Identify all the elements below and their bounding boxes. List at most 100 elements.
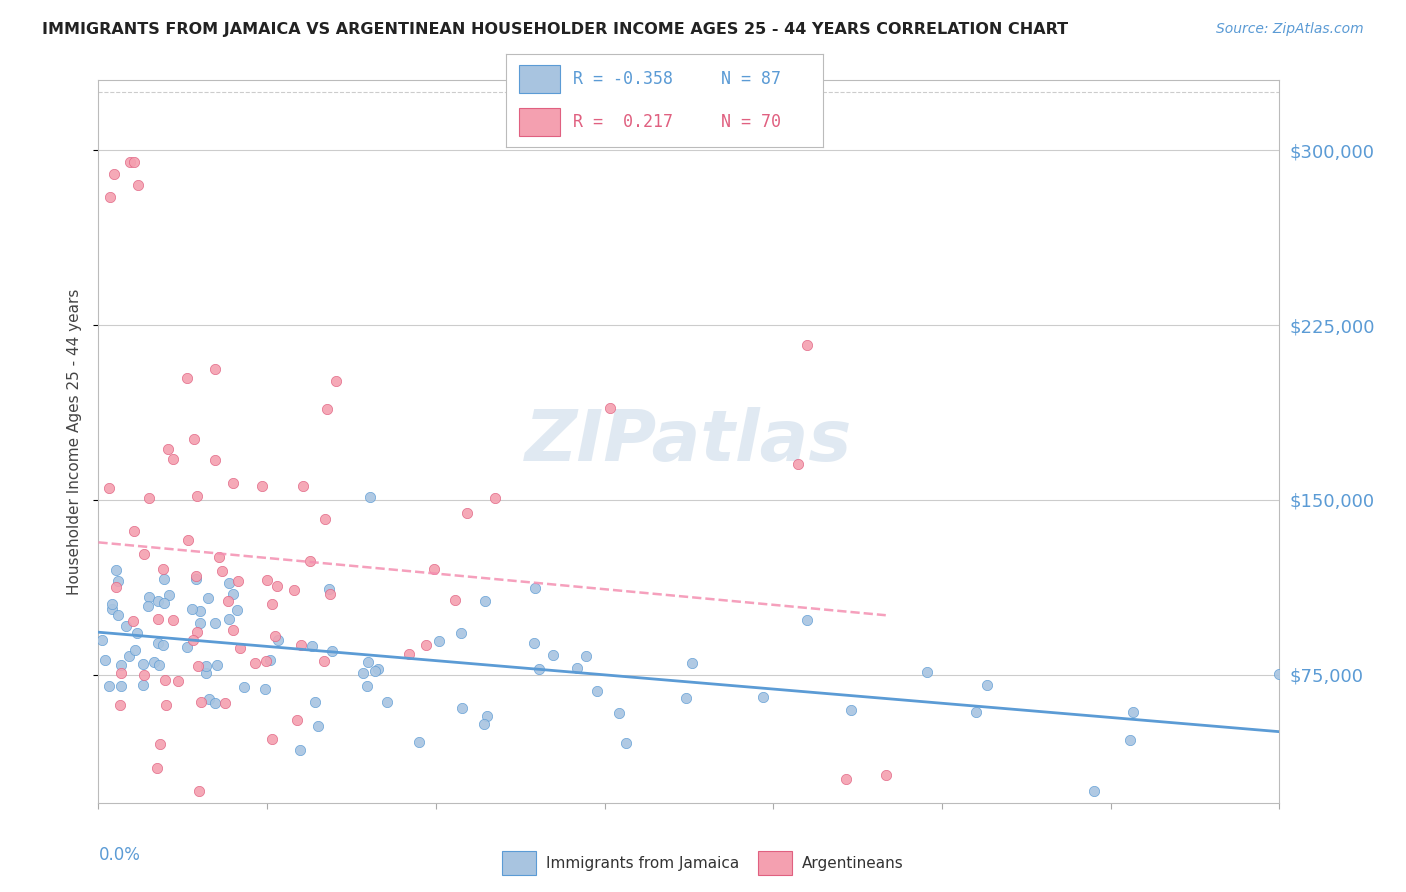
Point: [321, 644, 343, 658]
Point: [222, 475, 245, 490]
Point: [1122, 705, 1144, 719]
Point: [138, 491, 160, 505]
Point: [319, 587, 342, 601]
Point: [176, 640, 198, 654]
Bar: [502, 851, 536, 875]
Point: [290, 638, 312, 652]
Point: [194, 665, 217, 680]
Point: [325, 374, 347, 388]
Point: [264, 629, 287, 643]
Point: [363, 664, 385, 678]
Point: [290, 743, 312, 757]
Point: [98, 190, 121, 204]
Point: [575, 648, 598, 663]
Point: [204, 362, 226, 376]
Point: [217, 593, 239, 607]
Point: [148, 658, 170, 673]
Point: [315, 401, 337, 416]
Point: [132, 668, 155, 682]
Point: [291, 479, 314, 493]
Point: [415, 639, 437, 653]
Point: [976, 678, 998, 692]
Point: [254, 655, 277, 669]
Point: [114, 619, 136, 633]
Point: [101, 602, 124, 616]
Point: [456, 507, 478, 521]
Point: [875, 768, 897, 782]
Point: [149, 737, 172, 751]
Point: [408, 734, 430, 748]
Point: [132, 678, 155, 692]
Point: [121, 615, 143, 629]
Point: [118, 649, 141, 664]
Point: [586, 683, 609, 698]
Point: [262, 597, 284, 611]
Point: [146, 612, 169, 626]
Point: [93, 653, 115, 667]
Point: [839, 703, 862, 717]
Point: [752, 690, 775, 704]
Point: [132, 657, 155, 671]
Point: [108, 698, 131, 712]
Point: [1083, 784, 1105, 798]
Point: [477, 708, 499, 723]
Point: [527, 662, 550, 676]
Point: [357, 655, 380, 669]
Point: [104, 580, 127, 594]
Point: [444, 593, 467, 607]
Point: [474, 593, 496, 607]
Point: [146, 761, 169, 775]
Point: [541, 648, 564, 663]
Point: [183, 633, 205, 648]
Y-axis label: Householder Income Ages 25 - 44 years: Householder Income Ages 25 - 44 years: [67, 288, 83, 595]
Point: [965, 706, 987, 720]
Text: N = 87: N = 87: [721, 70, 782, 87]
Point: [197, 591, 219, 605]
Point: [243, 656, 266, 670]
Point: [451, 701, 474, 715]
Point: [211, 564, 233, 578]
Point: [180, 602, 202, 616]
Point: [194, 659, 217, 673]
Text: R =  0.217: R = 0.217: [572, 113, 672, 131]
Point: [218, 575, 240, 590]
Point: [118, 154, 141, 169]
Point: [188, 604, 211, 618]
Point: [796, 338, 818, 352]
Point: [110, 666, 132, 681]
Point: [367, 662, 389, 676]
Point: [565, 661, 588, 675]
Point: [226, 602, 249, 616]
Point: [427, 634, 450, 648]
Point: [375, 695, 398, 709]
Text: ZIPatlas: ZIPatlas: [526, 407, 852, 476]
Point: [205, 658, 228, 673]
Point: [146, 594, 169, 608]
Point: [524, 581, 547, 595]
Point: [107, 607, 129, 622]
Point: [222, 623, 245, 637]
Point: [153, 572, 176, 586]
Point: [186, 624, 208, 639]
Point: [787, 457, 810, 471]
Point: [124, 643, 146, 657]
Bar: [758, 851, 793, 875]
Point: [204, 452, 226, 467]
Point: [197, 692, 219, 706]
Bar: [519, 108, 560, 136]
Text: Argentineans: Argentineans: [801, 855, 904, 871]
Point: [208, 550, 231, 565]
Point: [609, 706, 631, 721]
Point: [523, 636, 546, 650]
Point: [356, 679, 378, 693]
Point: [122, 524, 145, 539]
Point: [312, 654, 335, 668]
Point: [122, 154, 145, 169]
Point: [915, 665, 938, 680]
Point: [423, 562, 446, 576]
Point: [105, 563, 128, 577]
Point: [398, 647, 420, 661]
Point: [260, 731, 283, 746]
Point: [183, 433, 205, 447]
Point: [156, 442, 179, 457]
